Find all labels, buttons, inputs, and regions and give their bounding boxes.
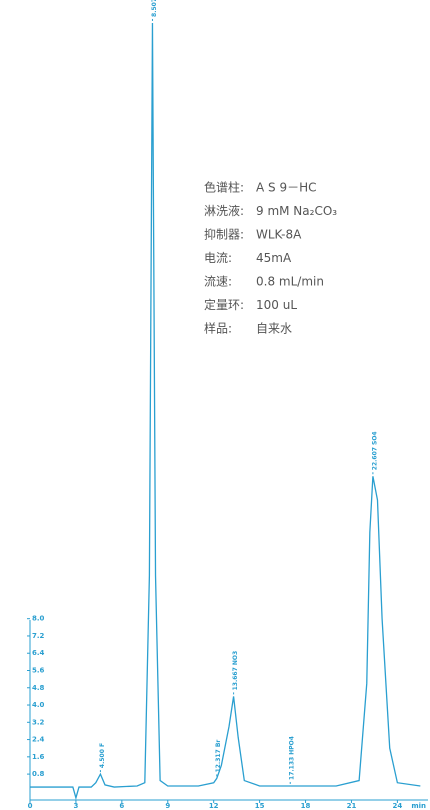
condition-value: 9 mM Na₂CO₃ xyxy=(256,204,337,218)
condition-value: 0.8 mL/min xyxy=(256,275,324,289)
condition-label: 淋洗液: xyxy=(204,203,244,218)
x-tick-label: 15 xyxy=(255,802,265,810)
condition-value: WLK-8A xyxy=(256,228,302,242)
condition-label: 样品: xyxy=(204,321,232,336)
y-tick-label: 7.2 xyxy=(32,632,45,640)
condition-label: 色谱柱: xyxy=(204,180,244,195)
condition-label: 抑制器: xyxy=(204,227,244,242)
y-tick-label: 4.0 xyxy=(32,701,45,709)
peak-label: 8.507 Cl xyxy=(151,0,158,17)
x-tick-label: 21 xyxy=(347,802,357,810)
x-tick-label: 6 xyxy=(119,802,124,810)
condition-label: 定量环: xyxy=(204,297,244,312)
peak-label: 13.667 NO3 xyxy=(232,651,239,691)
signal-line xyxy=(30,22,421,801)
x-axis-label: min xyxy=(411,802,426,810)
x-tick-label: 18 xyxy=(301,802,311,810)
x-tick-label: 3 xyxy=(73,802,78,810)
peak-label: 4.500 F xyxy=(99,743,106,768)
x-tick-label: 12 xyxy=(209,802,219,810)
peak-label: 22.607 SO4 xyxy=(371,431,378,470)
y-tick-label: 1.6 xyxy=(32,753,45,761)
peak-label: 17.133 HPO4 xyxy=(289,736,296,780)
y-tick-label: 3.2 xyxy=(32,718,45,726)
x-tick-label: 24 xyxy=(393,802,403,810)
y-tick-label: 6.4 xyxy=(32,649,45,657)
x-tick-label: 9 xyxy=(165,802,170,810)
y-tick-label: 2.4 xyxy=(32,736,45,744)
condition-value: 100 uL xyxy=(256,298,297,312)
condition-value: 自来水 xyxy=(256,322,292,336)
x-tick-label: 0 xyxy=(28,802,33,810)
y-tick-label: 8.0 xyxy=(32,615,45,623)
peak-label: 12.317 Br xyxy=(215,740,222,773)
y-tick-label: 4.8 xyxy=(32,684,45,692)
condition-value: A S 9－HC xyxy=(256,181,317,195)
y-tick-label: 5.6 xyxy=(32,666,45,674)
condition-label: 电流: xyxy=(204,251,232,265)
condition-label: 流速: xyxy=(204,275,232,289)
y-tick-label: 0.8 xyxy=(32,770,45,778)
condition-value: 45mA xyxy=(256,251,292,265)
